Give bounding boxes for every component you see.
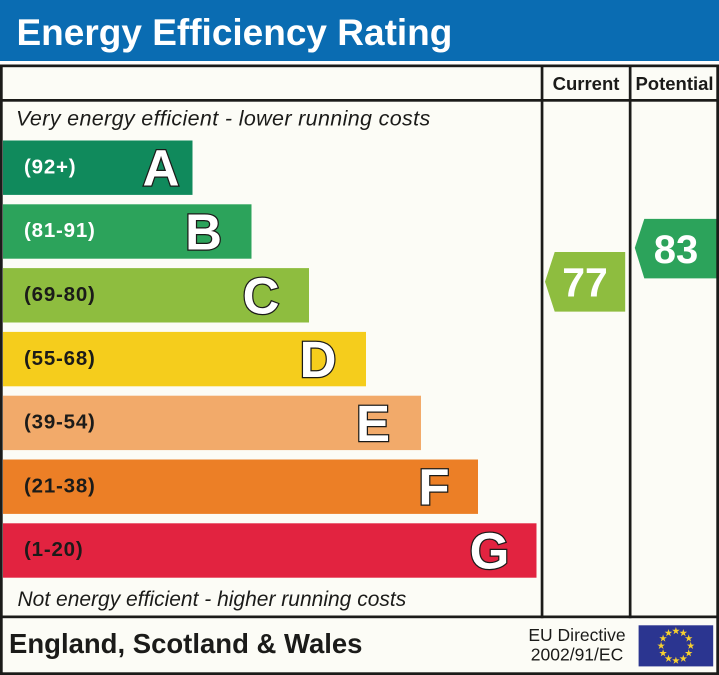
svg-text:B: B bbox=[185, 204, 222, 261]
svg-text:Not energy efficient - higher: Not energy efficient - higher running co… bbox=[18, 588, 407, 611]
svg-text:83: 83 bbox=[654, 228, 699, 272]
svg-text:77: 77 bbox=[562, 259, 608, 305]
svg-text:Potential: Potential bbox=[635, 73, 713, 94]
svg-text:E: E bbox=[356, 395, 390, 452]
svg-text:(81-91): (81-91) bbox=[24, 219, 96, 242]
svg-text:Current: Current bbox=[553, 73, 620, 94]
svg-text:(55-68): (55-68) bbox=[24, 347, 96, 370]
svg-text:(92+): (92+) bbox=[24, 155, 76, 178]
svg-text:2002/91/EC: 2002/91/EC bbox=[531, 645, 623, 665]
svg-text:EU Directive: EU Directive bbox=[528, 625, 625, 645]
svg-text:(1-20): (1-20) bbox=[24, 538, 83, 561]
svg-text:Energy Efficiency Rating: Energy Efficiency Rating bbox=[17, 12, 453, 53]
svg-text:G: G bbox=[470, 523, 510, 580]
svg-text:F: F bbox=[418, 459, 449, 516]
svg-text:(69-80): (69-80) bbox=[24, 283, 96, 306]
svg-text:A: A bbox=[143, 140, 180, 197]
svg-text:D: D bbox=[300, 331, 337, 388]
svg-text:England, Scotland & Wales: England, Scotland & Wales bbox=[9, 628, 362, 659]
svg-text:(21-38): (21-38) bbox=[24, 474, 96, 497]
svg-text:Very energy efficient - lower: Very energy efficient - lower running co… bbox=[16, 107, 431, 131]
svg-text:C: C bbox=[243, 267, 280, 324]
svg-text:(39-54): (39-54) bbox=[24, 411, 96, 434]
